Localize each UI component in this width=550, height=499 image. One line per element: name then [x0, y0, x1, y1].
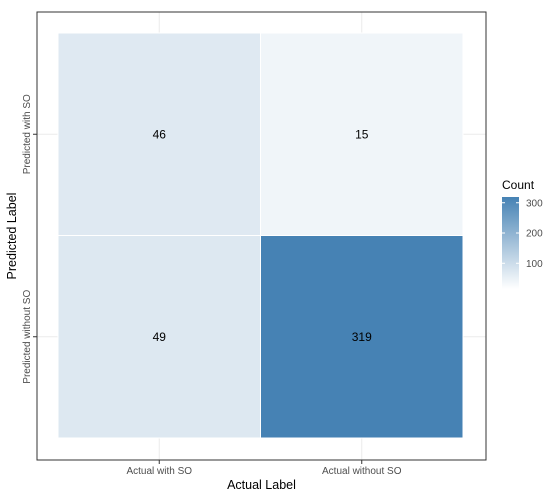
cell-value-label: 319	[352, 330, 372, 344]
y-axis-ticks: Predicted without SO Predicted with SO	[22, 94, 37, 384]
x-tick-label: Actual with SO	[126, 466, 192, 477]
heatmap-cells	[57, 32, 464, 439]
cell-value-labels: 46 15 49 319	[153, 127, 373, 344]
x-tick-label: Actual without SO	[322, 466, 402, 477]
legend-title: Count	[502, 178, 535, 192]
legend-tick-label: 300	[526, 198, 543, 209]
heatmap-cell	[57, 32, 261, 236]
legend-tick-label: 200	[526, 229, 543, 240]
heatmap-cell	[260, 235, 464, 439]
y-tick-label: Predicted without SO	[22, 290, 33, 384]
legend-tick-label: 100	[526, 259, 543, 270]
panel-border	[36, 11, 487, 461]
legend-colorbar	[502, 197, 519, 289]
x-axis-title: Actual Label	[227, 478, 296, 492]
legend-ticks: 100 200 300	[502, 198, 543, 270]
x-axis-ticks: Actual with SO Actual without SO	[126, 460, 402, 477]
y-tick-label: Predicted with SO	[22, 94, 33, 174]
cell-value-label: 46	[153, 127, 167, 141]
y-axis-title: Predicted Label	[5, 193, 19, 280]
cell-value-label: 49	[153, 330, 167, 344]
legend: Count 100 200 300	[502, 178, 543, 289]
cell-value-label: 15	[355, 127, 369, 141]
heatmap-cell	[57, 235, 261, 439]
